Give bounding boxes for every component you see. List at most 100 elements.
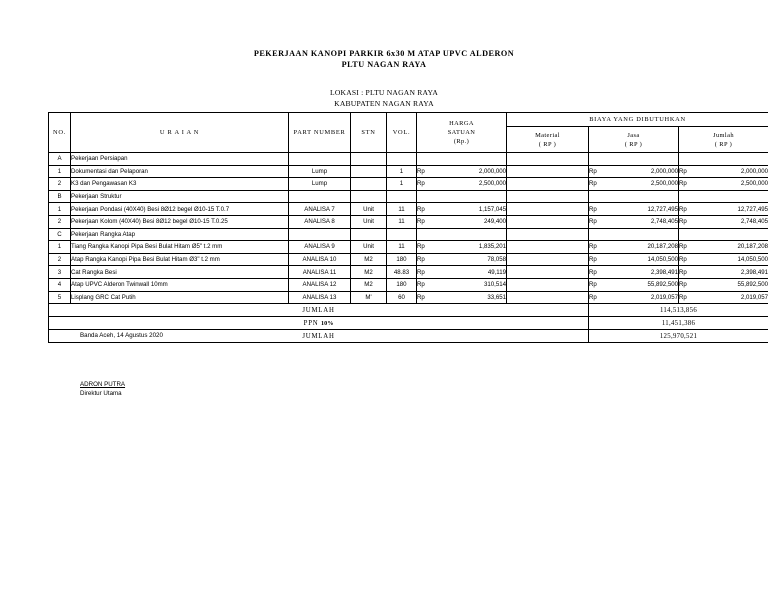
row-total-cost: Rp 2,500,000 xyxy=(677,177,768,191)
section-part xyxy=(288,189,351,204)
header-harga-line1: HARGA xyxy=(449,120,474,127)
row-part-number: ANALISA 12 xyxy=(288,277,351,292)
row-service-cost: Rp 55,892,500 xyxy=(588,277,679,292)
row-service-cost: Rp 20,187,208 xyxy=(588,240,679,254)
row-number: 1 xyxy=(48,164,71,179)
row-vol: 180 xyxy=(386,277,417,292)
document-title-line1: PEKERJAAN KANOPI PARKIR 6x30 M ATAP UPVC… xyxy=(253,49,515,58)
row-description: K3 dan Pengawasan K3 xyxy=(70,177,289,191)
amount-value: 20,187,208 xyxy=(737,243,768,251)
row-description: Cat Rangka Besi xyxy=(70,265,289,279)
row-number: 5 xyxy=(48,290,71,305)
currency-symbol: Rp xyxy=(679,205,687,213)
row-description: Pekerjaan Kolom (40X40) Besi 8Ø12 begel … xyxy=(70,214,289,229)
currency-symbol: Rp xyxy=(589,293,597,301)
total-label: PPN 10% xyxy=(48,316,589,331)
row-unit-price: Rp 1,157,045 xyxy=(416,202,507,216)
row-service-cost: Rp 2,748,405 xyxy=(588,214,679,229)
table-total-row: JUMLAH 125,970,521 xyxy=(48,329,768,344)
amount-value: 2,019,057 xyxy=(650,293,678,301)
row-service-cost: Rp 12,727,495 xyxy=(588,202,679,216)
row-service-cost: Rp 2,500,000 xyxy=(588,177,679,191)
section-code: C xyxy=(48,227,71,242)
amount-value: 78,058 xyxy=(487,256,506,264)
header-jumlah-line2: ( RP ) xyxy=(714,140,733,148)
total-value: 125,970,521 xyxy=(587,329,768,344)
row-total-cost: Rp 12,727,495 xyxy=(677,202,768,216)
row-part-number: ANALISA 13 xyxy=(288,290,351,305)
total-label: JUMLAH xyxy=(48,329,589,344)
amount-value: 2,000,000 xyxy=(650,167,678,175)
row-vol: 11 xyxy=(386,202,417,216)
header-vol: VOL. xyxy=(386,112,417,153)
section-vol xyxy=(386,152,417,166)
row-number: 2 xyxy=(48,214,71,229)
row-number: 2 xyxy=(48,177,71,191)
row-stn: Unit xyxy=(350,202,387,216)
total-label: JUMLAH xyxy=(48,303,589,318)
place-date-text: Banda Aceh, 14 Agustus 2020 xyxy=(80,332,163,339)
row-unit-price: Rp 2,500,000 xyxy=(416,177,507,191)
row-total-cost: Rp 2,019,057 xyxy=(677,290,768,305)
currency-symbol: Rp xyxy=(589,167,597,175)
amount-value: 14,050,500 xyxy=(647,256,679,264)
budget-table-container: NO. U R A I A N PART NUMBER STN VOL. HAR… xyxy=(48,112,768,344)
row-vol: 1 xyxy=(386,177,417,191)
row-stn xyxy=(350,177,387,191)
row-service-cost: Rp 14,050,500 xyxy=(588,252,679,267)
header-harga-satuan: HARGA SATUAN (Rp.) xyxy=(416,112,507,153)
section-stn xyxy=(350,189,387,204)
header-harga-line3: (Rp.) xyxy=(453,138,470,145)
table-total-row: PPN 10% 11,451,386 xyxy=(48,316,768,331)
row-material-cost xyxy=(506,214,589,229)
currency-symbol: Rp xyxy=(417,268,425,276)
amount-value: 2,748,405 xyxy=(740,218,768,226)
section-stn xyxy=(350,227,387,242)
currency-symbol: Rp xyxy=(417,218,425,226)
currency-symbol: Rp xyxy=(679,281,687,289)
currency-symbol: Rp xyxy=(417,243,425,251)
row-part-number: ANALISA 9 xyxy=(288,240,351,254)
row-description: Lisplang GRC Cat Putih xyxy=(70,290,289,305)
currency-symbol: Rp xyxy=(679,218,687,226)
currency-symbol: Rp xyxy=(417,205,425,213)
amount-value: 2,748,405 xyxy=(650,218,678,226)
row-stn: M2 xyxy=(350,265,387,279)
section-harga xyxy=(416,189,507,204)
section-jumlah xyxy=(677,152,768,166)
row-unit-price: Rp 2,000,000 xyxy=(416,164,507,179)
header-part-number: PART NUMBER xyxy=(288,112,351,153)
table-section-row: B Pekerjaan Struktur xyxy=(48,189,768,204)
table-row: 2 K3 dan Pengawasan K3 Lump 1 Rp 2,500,000 Rp 2… xyxy=(48,177,768,191)
table-section-row: C Pekerjaan Rangka Atap xyxy=(48,227,768,242)
total-value: 114,513,856 xyxy=(587,303,768,318)
section-title: Pekerjaan Persiapan xyxy=(70,152,289,166)
amount-value: 2,500,000 xyxy=(650,180,678,188)
currency-symbol: Rp xyxy=(679,293,687,301)
row-unit-price: Rp 1,835,201 xyxy=(416,240,507,254)
row-description: Dokumentasi dan Pelaporan xyxy=(70,164,289,179)
row-unit-price: Rp 249,400 xyxy=(416,214,507,229)
amount-value: 2,019,057 xyxy=(740,293,768,301)
row-material-cost xyxy=(506,164,589,179)
section-stn xyxy=(350,152,387,166)
row-number: 3 xyxy=(48,265,71,279)
row-material-cost xyxy=(506,277,589,292)
row-vol: 1 xyxy=(386,164,417,179)
currency-symbol: Rp xyxy=(679,256,687,264)
amount-value: 2,500,000 xyxy=(740,180,768,188)
table-row: 4 Atap UPVC Alderon Twinwall 10mm ANALISA … xyxy=(48,277,768,292)
table-row: 2 Atap Rangka Kanopi Pipa Besi Bulat Hita… xyxy=(48,252,768,267)
row-total-cost: Rp 2,748,405 xyxy=(677,214,768,229)
row-number: 4 xyxy=(48,277,71,292)
row-material-cost xyxy=(506,252,589,267)
amount-value: 2,500,000 xyxy=(478,180,506,188)
amount-value: 2,398,491 xyxy=(650,268,678,276)
row-part-number: ANALISA 10 xyxy=(288,252,351,267)
section-code: B xyxy=(48,189,71,204)
currency-symbol: Rp xyxy=(417,256,425,264)
header-jasa-line2: ( RP ) xyxy=(624,140,643,148)
amount-value: 33,651 xyxy=(487,293,506,301)
row-stn: Unit xyxy=(350,240,387,254)
